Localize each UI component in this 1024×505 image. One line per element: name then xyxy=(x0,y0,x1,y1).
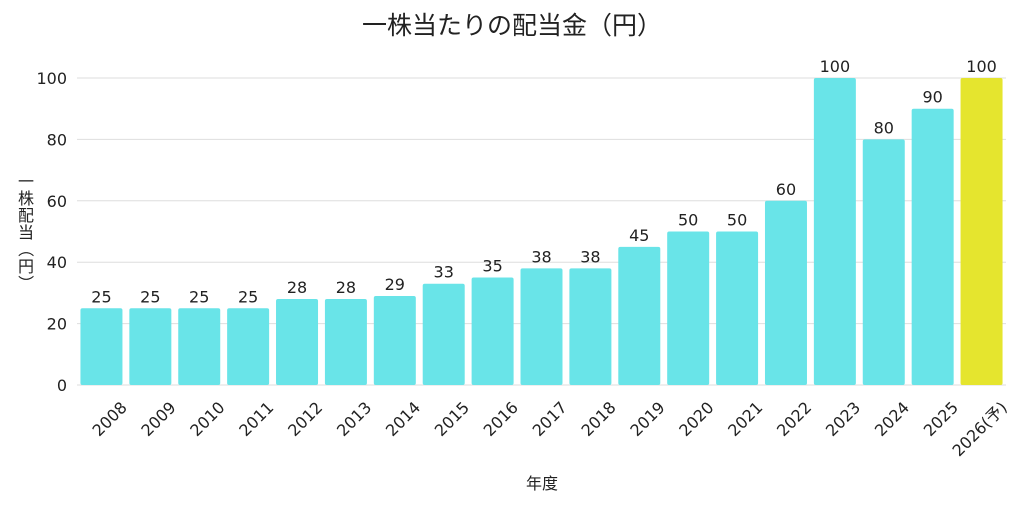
bar xyxy=(862,139,905,385)
bar xyxy=(813,78,856,385)
data-label: 25 xyxy=(238,287,258,306)
x-tick-label: 2020 xyxy=(675,398,717,440)
data-label: 45 xyxy=(629,226,649,245)
x-tick-label: 2012 xyxy=(284,398,326,440)
chart-title: 一株当たりの配当金（円） xyxy=(361,11,662,40)
x-axis-label: 年度 xyxy=(526,474,558,493)
bar xyxy=(716,231,759,385)
x-tick-label: 2021 xyxy=(724,398,766,440)
bar xyxy=(520,268,563,385)
y-axis-label-char: （ xyxy=(16,241,35,257)
data-label: 25 xyxy=(140,287,160,306)
x-tick-label: 2013 xyxy=(333,398,375,440)
x-tick-label: 2014 xyxy=(382,398,424,440)
y-axis-label-char: 株 xyxy=(18,189,34,208)
bar xyxy=(129,308,172,385)
data-label: 33 xyxy=(434,263,454,282)
data-label: 80 xyxy=(874,118,894,137)
data-label: 90 xyxy=(922,88,942,107)
data-label: 50 xyxy=(678,211,698,230)
data-labels: 25 25 25 25 28 28 29 33 35 38 38 45 50 50 60 100 80 90 100 xyxy=(91,57,997,306)
data-label: 38 xyxy=(580,247,600,266)
bar xyxy=(569,268,612,385)
x-axis-ticks: 2008 2009 2010 2011 2012 2013 2014 2015 2016 2017… xyxy=(89,398,1011,460)
x-tick-label: 2022 xyxy=(773,398,815,440)
y-axis-label-char: 一 xyxy=(18,172,34,191)
data-label: 29 xyxy=(385,275,405,294)
data-label: 100 xyxy=(820,57,851,76)
data-label: 25 xyxy=(189,287,209,306)
x-tick-label: 2017 xyxy=(529,398,571,440)
bar xyxy=(471,277,514,385)
bar xyxy=(911,108,954,385)
bar xyxy=(324,299,367,385)
y-tick-label: 0 xyxy=(57,376,67,395)
bar xyxy=(618,246,661,385)
y-axis-label-char: 当 xyxy=(18,223,34,242)
x-tick-label: 2011 xyxy=(235,398,277,440)
data-label: 38 xyxy=(531,247,551,266)
y-tick-label: 20 xyxy=(47,315,67,334)
x-tick-label: 2008 xyxy=(89,398,131,440)
bar xyxy=(764,200,807,385)
data-label: 35 xyxy=(482,257,502,276)
bar xyxy=(667,231,710,385)
y-axis-ticks: 0 20 40 60 80 100 xyxy=(36,69,67,395)
y-tick-label: 60 xyxy=(47,192,67,211)
x-tick-label: 2018 xyxy=(577,398,619,440)
y-tick-label: 40 xyxy=(47,253,67,272)
data-label: 25 xyxy=(91,287,111,306)
bar xyxy=(227,308,270,385)
x-tick-label: 2010 xyxy=(186,398,228,440)
data-label: 100 xyxy=(966,57,997,76)
y-axis-label-char: ） xyxy=(16,275,35,291)
x-tick-label: 2015 xyxy=(431,398,473,440)
x-tick-label: 2019 xyxy=(626,398,668,440)
data-label: 28 xyxy=(287,278,307,297)
y-axis-label-char: 配 xyxy=(18,206,34,225)
data-label: 50 xyxy=(727,211,747,230)
x-tick-label: 2016 xyxy=(480,398,522,440)
bar xyxy=(178,308,221,385)
x-tick-label: 2009 xyxy=(137,398,179,440)
bar xyxy=(373,295,416,385)
bar xyxy=(276,299,319,385)
bars xyxy=(80,78,1003,385)
y-axis-label-char: 円 xyxy=(18,257,34,276)
x-tick-label: 2025 xyxy=(920,398,962,440)
data-label: 28 xyxy=(336,278,356,297)
x-tick-label: 2024 xyxy=(871,398,913,440)
y-tick-label: 100 xyxy=(36,69,67,88)
y-tick-label: 80 xyxy=(47,130,67,149)
x-tick-label: 2023 xyxy=(822,398,864,440)
bar xyxy=(422,283,465,385)
data-label: 60 xyxy=(776,180,796,199)
bar xyxy=(80,308,123,385)
bar xyxy=(960,78,1003,385)
